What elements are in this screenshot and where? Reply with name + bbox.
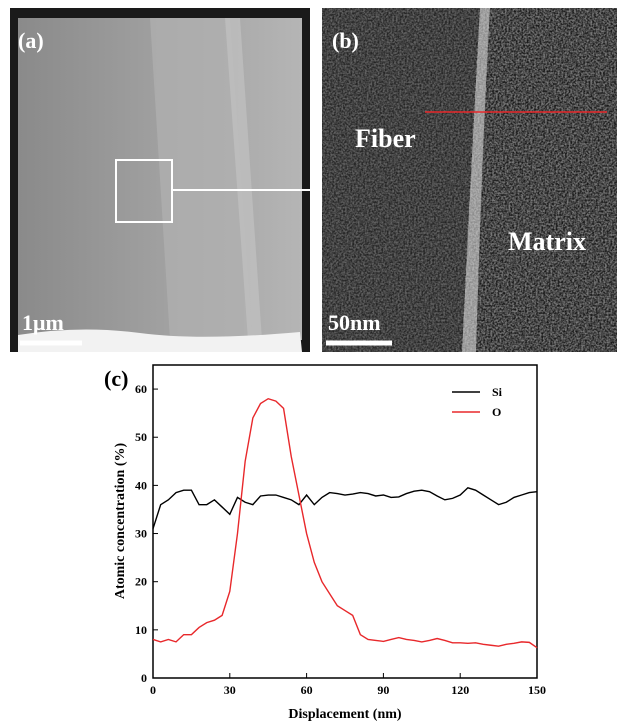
panel-label: (c)	[104, 366, 128, 391]
y-tick-label: 60	[135, 382, 147, 396]
x-axis-label: Displacement (nm)	[288, 707, 401, 722]
figure: (a) 1μm (b) 50nm Fiber Matrix (c) Displa…	[0, 0, 617, 725]
x-tick-label: 60	[301, 683, 313, 697]
x-tick-label: 30	[224, 683, 236, 697]
fiber-region	[322, 8, 480, 352]
legend-label: O	[492, 405, 501, 419]
panel-a: (a) 1μm	[10, 8, 356, 352]
panel-b: (b) 50nm Fiber Matrix	[322, 8, 617, 352]
annotation: Matrix	[508, 227, 586, 256]
x-tick-label: 120	[451, 683, 469, 697]
y-axis-label: Atomic concentration (%)	[113, 443, 128, 600]
panel-label: (b)	[332, 28, 359, 53]
series-line	[153, 399, 537, 648]
scale-label: 50nm	[328, 310, 381, 335]
y-tick-label: 50	[135, 430, 147, 444]
x-tick-label: 90	[377, 683, 389, 697]
y-tick-label: 0	[141, 671, 147, 685]
x-tick-label: 150	[528, 683, 546, 697]
x-tick-label: 0	[150, 683, 156, 697]
scale-label: 1μm	[22, 310, 64, 335]
y-tick-label: 40	[135, 478, 147, 492]
legend-label: Si	[492, 385, 503, 399]
y-tick-label: 20	[135, 575, 147, 589]
annotation: Fiber	[355, 124, 416, 153]
y-tick-label: 30	[135, 527, 147, 541]
y-tick-label: 10	[135, 623, 147, 637]
series-line	[153, 488, 537, 529]
panel-label: (a)	[18, 28, 44, 53]
